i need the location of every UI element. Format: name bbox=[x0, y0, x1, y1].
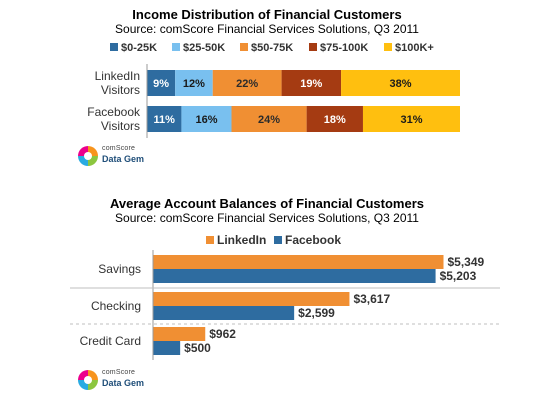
legend-swatch-$0-25K bbox=[110, 43, 118, 51]
legend-label: $25-50K bbox=[183, 42, 225, 54]
data-label: 24% bbox=[258, 114, 280, 126]
legend-label: $50-75K bbox=[251, 42, 293, 54]
chart2-title: Average Account Balances of Financial Cu… bbox=[110, 196, 424, 211]
bar-segment bbox=[341, 70, 460, 96]
category-label: Savings bbox=[98, 262, 141, 276]
logo-brand: comScore bbox=[102, 145, 136, 152]
bar-linkedin bbox=[153, 255, 444, 269]
data-label: 12% bbox=[183, 78, 205, 90]
bar-segment bbox=[147, 106, 182, 132]
logo-product: Data Gem bbox=[102, 378, 145, 388]
bar-facebook bbox=[153, 306, 295, 320]
data-label: 31% bbox=[400, 114, 422, 126]
data-label: $3,617 bbox=[353, 292, 390, 306]
legend-swatch-$50-75K bbox=[240, 43, 248, 51]
comscore-swirl-icon bbox=[78, 370, 98, 390]
category-label: Visitors bbox=[101, 83, 140, 97]
bar-segment bbox=[281, 70, 342, 96]
category-label: Visitors bbox=[101, 119, 140, 133]
data-label: $2,599 bbox=[298, 306, 335, 320]
data-label: 22% bbox=[236, 78, 258, 90]
category-label: Credit Card bbox=[80, 334, 141, 348]
comscore-swirl-icon bbox=[78, 146, 98, 166]
legend-label: $0-25K bbox=[121, 42, 157, 54]
data-label: 38% bbox=[390, 78, 412, 90]
legend-swatch-$75-100K bbox=[309, 43, 317, 51]
bar-segment bbox=[212, 70, 282, 96]
logo-product: Data Gem bbox=[102, 154, 145, 164]
data-label: 18% bbox=[324, 114, 346, 126]
data-label: $500 bbox=[184, 341, 211, 355]
bar-facebook bbox=[153, 341, 181, 355]
legend-swatch-$25-50K bbox=[172, 43, 180, 51]
legend-label: $100K+ bbox=[395, 42, 434, 54]
data-label: $5,349 bbox=[448, 255, 485, 269]
legend-label: $75-100K bbox=[320, 42, 368, 54]
legend-swatch-$100K+ bbox=[384, 43, 392, 51]
chart1-subtitle: Source: comScore Financial Services Solu… bbox=[115, 22, 419, 36]
bar-facebook bbox=[153, 269, 436, 283]
data-label: $962 bbox=[209, 327, 236, 341]
legend-swatch-LinkedIn bbox=[206, 236, 214, 244]
category-label: Facebook bbox=[87, 105, 141, 119]
bar-segment bbox=[306, 106, 363, 132]
bar-segment bbox=[231, 106, 307, 132]
legend-label: Facebook bbox=[285, 233, 341, 247]
data-label: 11% bbox=[154, 114, 176, 126]
data-label: 19% bbox=[300, 78, 322, 90]
bar-segment bbox=[362, 106, 460, 132]
data-label: $5,203 bbox=[440, 269, 477, 283]
data-label: 16% bbox=[195, 114, 217, 126]
bar-segment bbox=[181, 106, 232, 132]
bar-linkedin bbox=[153, 292, 350, 306]
data-label: 9% bbox=[153, 78, 169, 90]
chart2-subtitle: Source: comScore Financial Services Solu… bbox=[115, 211, 419, 225]
bar-segment bbox=[147, 70, 176, 96]
category-label: Checking bbox=[91, 299, 141, 313]
logo-brand: comScore bbox=[102, 369, 136, 376]
bar-segment bbox=[175, 70, 213, 96]
comscore-logo-2: comScore Data Gem bbox=[78, 368, 158, 394]
legend-label: LinkedIn bbox=[217, 233, 266, 247]
category-label: LinkedIn bbox=[95, 69, 140, 83]
chart1-title: Income Distribution of Financial Custome… bbox=[132, 7, 401, 22]
legend-swatch-Facebook bbox=[274, 236, 282, 244]
comscore-logo-1: comScore Data Gem bbox=[78, 144, 158, 170]
bar-linkedin bbox=[153, 327, 206, 341]
